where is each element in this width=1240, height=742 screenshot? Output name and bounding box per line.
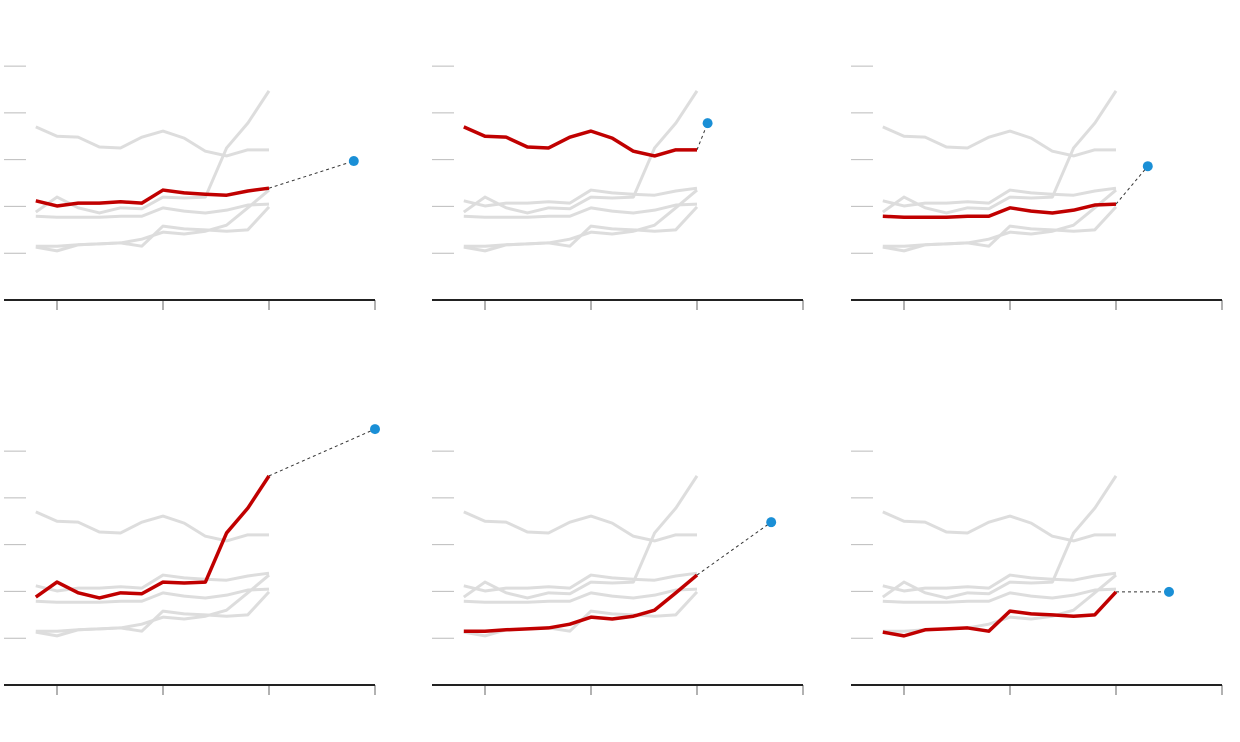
context-line	[35, 205, 271, 253]
context-line	[463, 510, 697, 543]
context-line	[463, 205, 699, 253]
projection-link	[696, 122, 709, 151]
context-line	[882, 587, 1117, 604]
projection-dot	[1164, 586, 1174, 597]
highlight-line	[463, 125, 697, 158]
panel	[432, 65, 804, 310]
highlight-line	[35, 186, 270, 208]
context-line	[882, 125, 1116, 158]
context-line	[463, 571, 698, 593]
context-line	[463, 186, 698, 208]
context-line	[882, 205, 1118, 253]
projection-link	[696, 521, 772, 576]
context-line	[35, 202, 270, 219]
highlight-line	[34, 474, 271, 600]
context-line	[35, 510, 269, 543]
context-line	[881, 90, 1118, 215]
context-line	[35, 590, 271, 638]
highlight-line	[882, 590, 1118, 638]
projection-link	[1115, 165, 1149, 205]
context-line	[35, 125, 269, 158]
context-line	[34, 90, 271, 215]
highlight-line	[882, 202, 1117, 219]
context-line	[881, 475, 1118, 600]
highlight-line	[463, 573, 699, 633]
projection-dot	[766, 517, 777, 528]
context-line	[462, 90, 699, 215]
context-line	[35, 571, 270, 593]
panel	[851, 450, 1223, 695]
panel	[851, 65, 1223, 310]
panel	[432, 450, 804, 695]
context-line	[882, 510, 1116, 543]
context-line	[882, 186, 1117, 208]
context-line	[462, 475, 699, 600]
context-line	[35, 587, 270, 604]
projection-dot	[1142, 161, 1153, 172]
projection-dot	[702, 118, 713, 129]
context-line	[463, 202, 698, 219]
panel	[4, 65, 376, 310]
projection-link	[268, 428, 376, 477]
context-line	[463, 587, 698, 604]
projection-link	[268, 160, 354, 189]
projection-dot	[348, 156, 359, 167]
context-line	[882, 571, 1117, 593]
panel	[4, 424, 380, 695]
projection-dot	[370, 424, 380, 435]
